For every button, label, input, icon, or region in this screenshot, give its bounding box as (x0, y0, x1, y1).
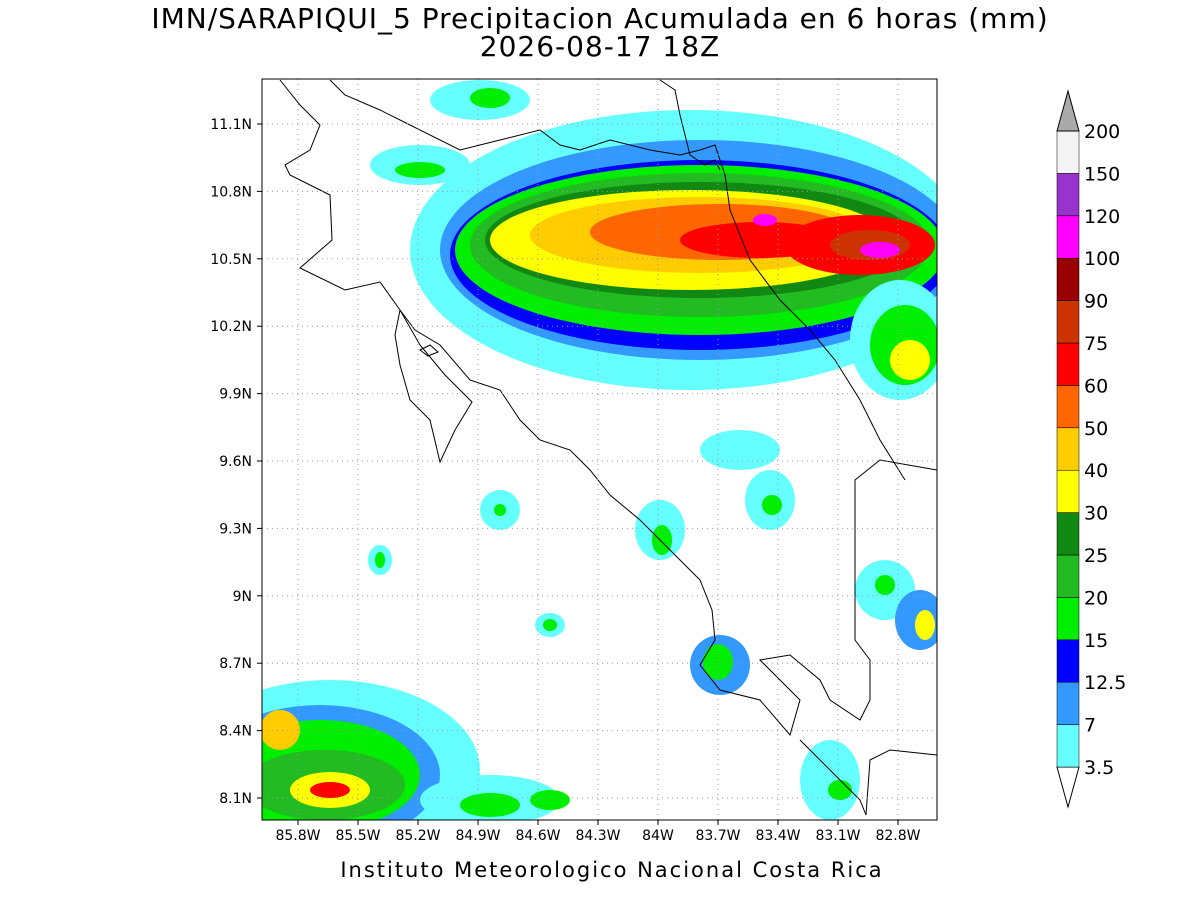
lon-tick-label: 85.8W (275, 828, 320, 844)
colorbar-label: 200 (1084, 121, 1120, 143)
colorbar-segment (1056, 300, 1080, 344)
colorbar-segment (1056, 215, 1080, 259)
colorbar-label: 12.5 (1084, 672, 1126, 694)
lon-tick-label: 83.7W (695, 828, 740, 844)
colorbar-label: 7 (1084, 715, 1096, 737)
lon-tick-label: 84.6W (515, 828, 560, 844)
footer: Instituto Meteorologico Nacional Costa R… (340, 858, 883, 882)
lon-tick-label: 84.9W (455, 828, 500, 844)
colorbar-label: 90 (1084, 291, 1108, 313)
colorbar-label: 25 (1084, 545, 1108, 567)
colorbar-label: 75 (1084, 333, 1108, 355)
colorbar-label: 20 (1084, 587, 1108, 609)
graticule (257, 79, 937, 825)
colorbar-label: 30 (1084, 503, 1108, 525)
lon-tick-label: 85.5W (335, 828, 380, 844)
colorbar-segment (1056, 724, 1080, 768)
map-title: IMN/SARAPIQUI_5 Precipitacion Acumulada … (151, 2, 1048, 35)
colorbar-segment (1056, 554, 1080, 598)
lat-tick-label: 10.5N (210, 252, 252, 268)
lat-tick-label: 11.1N (210, 117, 252, 133)
lat-tick-label: 8.7N (219, 656, 252, 672)
map-frame (261, 78, 938, 821)
colorbar-segment (1056, 342, 1080, 386)
lat-tick-label: 9.9N (219, 387, 252, 403)
colorbar-label: 15 (1084, 630, 1108, 652)
colorbar-label: 3.5 (1084, 757, 1114, 779)
colorbar-segment (1056, 469, 1080, 513)
colorbar-label: 40 (1084, 460, 1108, 482)
colorbar-label: 150 (1084, 163, 1120, 185)
colorbar-segment (1056, 385, 1080, 429)
colorbar-segment (1056, 427, 1080, 471)
colorbar-segment (1056, 257, 1080, 301)
lat-tick-label: 10.2N (210, 319, 252, 335)
lat-tick-label: 8.1N (219, 791, 252, 807)
colorbar-segment (1056, 681, 1080, 725)
precipitation-field (262, 80, 937, 820)
colorbar-label: 100 (1084, 248, 1120, 270)
colorbar: 3.5 7 12.5 15 20 25 30 40 50 60 75 90 100 120 150 200 (1056, 89, 1126, 809)
lat-tick-label: 8.4N (219, 724, 252, 740)
lat-tick-label: 10.8N (210, 184, 252, 200)
colorbar-label: 50 (1084, 418, 1108, 440)
colorbar-segment (1056, 130, 1080, 174)
colorbar-segment (1056, 173, 1080, 217)
colorbar-segment (1056, 512, 1080, 556)
colorbar-extend-low (1056, 766, 1080, 809)
lon-tick-label: 82.8W (875, 828, 920, 844)
lon-tick-label: 84.3W (575, 828, 620, 844)
map-subtitle: 2026-08-17 18Z (480, 30, 720, 63)
colorbar-extend-high (1056, 89, 1080, 132)
lon-tick-label: 83.1W (815, 828, 860, 844)
lat-tick-label: 9.3N (219, 521, 252, 537)
lon-tick-label: 84W (642, 828, 674, 844)
colorbar-label: 120 (1084, 206, 1120, 228)
colorbar-label: 60 (1084, 375, 1108, 397)
coastlines (279, 79, 937, 816)
colorbar-segment (1056, 597, 1080, 641)
colorbar-segment (1056, 639, 1080, 683)
lon-tick-label: 85.2W (395, 828, 440, 844)
lon-tick-label: 83.4W (755, 828, 800, 844)
lat-tick-label: 9N (233, 589, 252, 605)
lat-tick-label: 9.6N (219, 454, 252, 470)
